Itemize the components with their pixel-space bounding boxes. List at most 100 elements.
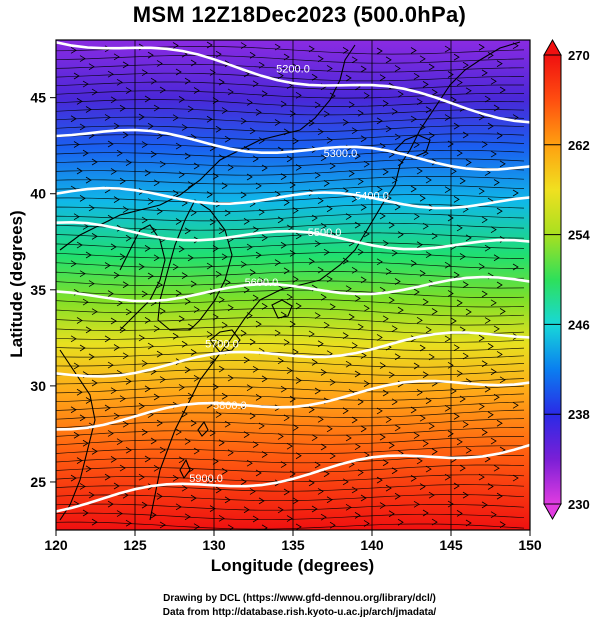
wind-arrow [422, 222, 429, 230]
wind-arrow [329, 452, 336, 460]
wind-arrow [351, 266, 358, 274]
wind-arrow [249, 51, 256, 59]
wind-arrow [73, 431, 80, 439]
colorbar-tick-label: 262 [568, 138, 590, 153]
wind-arrow [79, 55, 86, 62]
wind-arrow [249, 269, 256, 276]
wind-arrow [252, 155, 259, 163]
wind-arrow [342, 407, 349, 415]
wind-arrow [193, 523, 200, 530]
wind-arrow [178, 456, 185, 464]
contour-line [56, 331, 530, 378]
wind-arrow [113, 53, 120, 61]
streamline [56, 409, 525, 420]
wind-arrow [385, 125, 392, 133]
wind-arrow [425, 106, 432, 114]
wind-arrow [138, 402, 145, 410]
wind-arrow [138, 113, 145, 121]
wind-arrow [345, 434, 352, 442]
wind-arrow [447, 290, 454, 297]
colorbar-tick-label: 270 [568, 48, 590, 63]
wind-arrow [323, 180, 330, 187]
wind-arrow [493, 179, 500, 186]
wind-arrow [394, 353, 401, 361]
wind-arrow [159, 521, 166, 529]
wind-arrow [190, 349, 197, 356]
wind-arrow [447, 214, 454, 222]
streamline [56, 222, 525, 231]
wind-arrow [351, 127, 358, 135]
wind-arrow [419, 414, 426, 422]
wind-arrow [484, 95, 491, 103]
streamline [56, 167, 525, 176]
wind-arrow [218, 227, 225, 235]
wind-arrow [320, 443, 327, 451]
streamline [56, 251, 524, 259]
wind-arrow [153, 393, 160, 401]
wind-arrow [320, 154, 327, 162]
wind-arrow [187, 466, 194, 473]
wind-arrow [419, 194, 426, 202]
wind-arrow [428, 491, 435, 499]
wind-arrow [187, 105, 194, 113]
wind-arrow [462, 131, 469, 139]
wind-arrow [459, 464, 466, 472]
wind-arrow [184, 227, 191, 235]
wind-arrow [397, 306, 404, 314]
wind-arrow [345, 285, 352, 293]
wind-arrow [376, 47, 383, 55]
wind-arrow [178, 96, 185, 103]
wind-arrow [125, 87, 132, 94]
wind-arrow [459, 177, 466, 185]
wind-arrow [484, 244, 491, 252]
wind-arrow [181, 340, 188, 348]
streamline [56, 133, 525, 141]
wind-arrow [150, 150, 157, 158]
wind-arrow [444, 114, 451, 121]
y-tick-label: 30 [30, 378, 46, 394]
streamline [56, 289, 525, 298]
wind-arrow [487, 122, 494, 130]
wind-arrow [258, 208, 265, 216]
wind-arrow [119, 395, 126, 403]
wind-arrow [342, 257, 349, 265]
wind-arrow [193, 162, 200, 170]
wind-arrow [391, 108, 398, 115]
wind-arrow [496, 419, 503, 427]
wind-arrow [357, 398, 364, 406]
wind-arrow [144, 385, 151, 393]
wind-arrow [107, 140, 114, 148]
wind-arrow [314, 387, 321, 395]
wind-arrow [107, 290, 114, 297]
wind-arrow [394, 278, 401, 285]
wind-arrow [431, 518, 438, 526]
wind-arrow [323, 470, 330, 478]
wind-arrow [512, 189, 519, 197]
wind-arrow [416, 389, 423, 396]
wind-arrow [277, 216, 284, 224]
wind-arrow [382, 389, 389, 397]
wind-arrow [88, 280, 95, 287]
wind-arrow [314, 171, 321, 179]
wind-arrow [91, 88, 98, 96]
wind-arrow [360, 494, 367, 502]
wind-arrow [397, 231, 404, 238]
wind-arrow [357, 469, 364, 476]
wind-arrow [218, 514, 225, 522]
wind-arrow [493, 254, 500, 262]
wind-arrow [453, 271, 460, 279]
wind-arrow [159, 86, 166, 94]
wind-arrow [444, 186, 451, 194]
wind-arrow [82, 80, 89, 88]
wind-arrow [70, 474, 77, 482]
wind-arrow [178, 245, 185, 253]
wind-arrow [184, 152, 191, 160]
wind-arrow [496, 207, 503, 215]
wind-arrow [311, 359, 318, 366]
wind-arrow [209, 505, 216, 512]
wind-arrow [351, 416, 358, 424]
wind-arrow [206, 115, 213, 123]
wind-arrow [85, 176, 92, 184]
wind-arrow [456, 299, 463, 307]
wind-arrow [283, 199, 290, 206]
